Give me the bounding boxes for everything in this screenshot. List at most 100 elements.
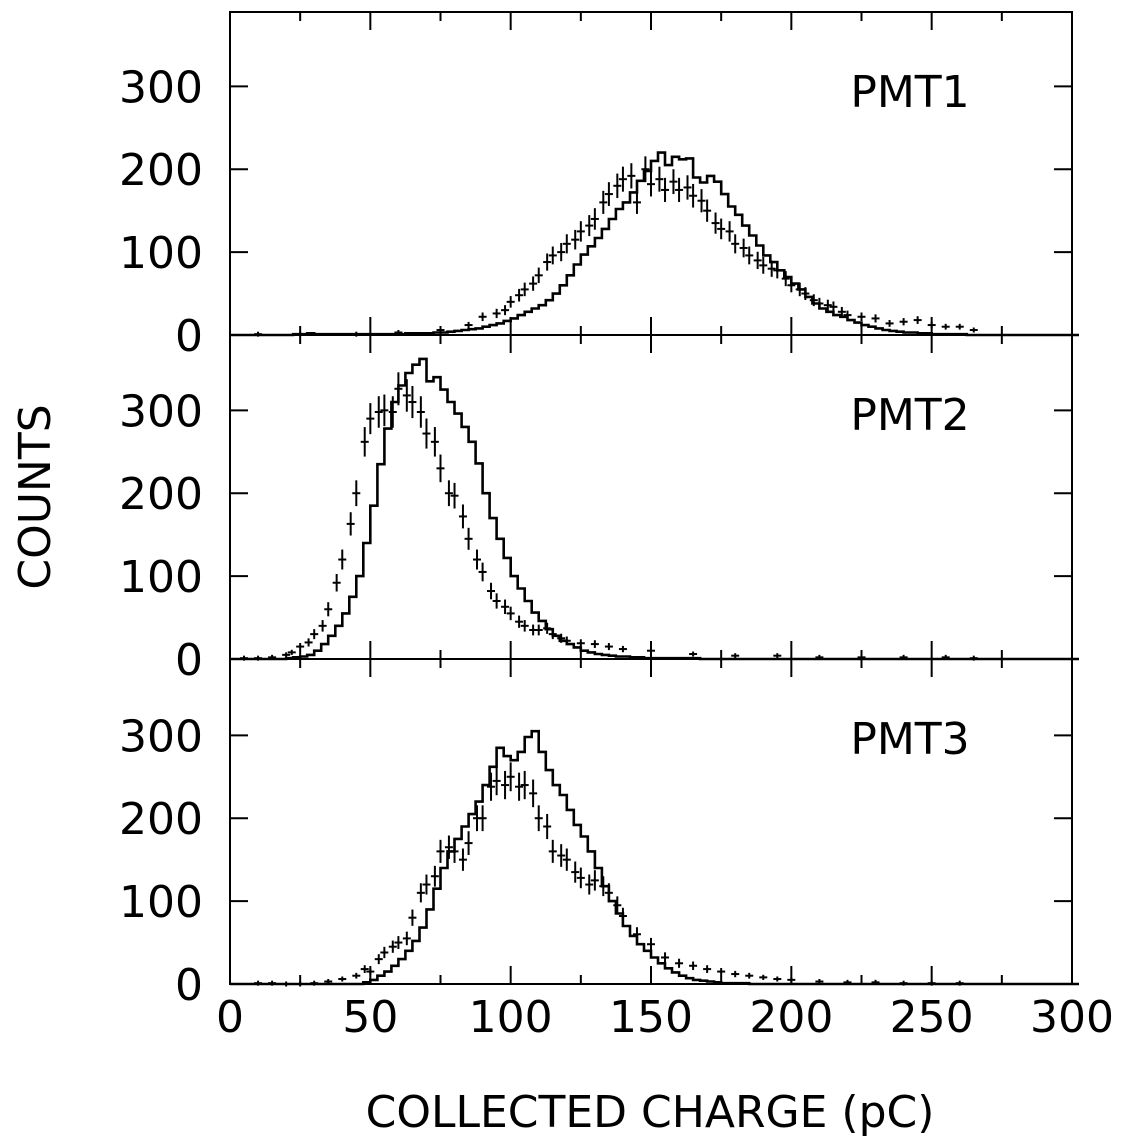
data-point	[823, 299, 832, 311]
data-point	[576, 221, 585, 242]
data-point	[562, 636, 571, 646]
data-point	[464, 321, 473, 329]
data-point	[711, 212, 720, 234]
data-point	[809, 294, 818, 307]
data-point	[585, 215, 594, 237]
data-point	[885, 319, 894, 327]
data-point	[647, 937, 655, 951]
data-point	[955, 323, 964, 330]
data-point	[647, 171, 655, 197]
data-point	[492, 593, 501, 609]
data-point	[458, 504, 467, 529]
data-point	[332, 573, 341, 592]
panel-2: 0 100 200 300 PMT2	[119, 334, 1079, 686]
data-point	[520, 620, 529, 632]
data-point	[899, 318, 908, 326]
data-point	[773, 976, 782, 982]
data-point	[360, 965, 369, 973]
data-point	[268, 980, 277, 986]
data-point	[571, 229, 580, 250]
data-point	[287, 649, 296, 655]
data-point	[618, 645, 627, 653]
data-point	[436, 839, 445, 863]
data-point	[282, 981, 291, 987]
panel-3: 0 100 200 300 PMT3	[119, 658, 1079, 1011]
data-point	[520, 770, 529, 800]
data-point	[585, 874, 594, 895]
data-point	[254, 980, 263, 986]
data-point	[955, 980, 964, 986]
panels-group: 0 100 200 300 PMT1 0 100 200 300 PMT2 0 100 200 300 PM…	[119, 11, 1079, 1011]
data-point	[745, 972, 754, 979]
data-point	[430, 865, 439, 887]
data-point	[408, 385, 417, 419]
data-point	[416, 883, 425, 903]
data-point	[388, 396, 397, 428]
data-point	[402, 931, 411, 946]
data-point	[506, 296, 515, 308]
data-point	[759, 257, 768, 274]
data-point	[430, 427, 439, 457]
data-point	[520, 282, 529, 297]
data-point	[927, 980, 936, 986]
data-point	[487, 582, 496, 600]
x-tick-label: 150	[609, 992, 693, 1043]
data-point	[604, 883, 613, 903]
data-point	[534, 267, 543, 284]
histogram-line	[230, 729, 1079, 986]
data-point	[675, 177, 684, 203]
data-point	[647, 647, 655, 654]
data-point	[548, 839, 557, 863]
data-point	[492, 308, 501, 319]
data-point	[464, 831, 473, 855]
data-point	[543, 813, 552, 840]
data-point	[661, 177, 670, 203]
data-point	[829, 301, 838, 313]
data-point	[450, 839, 459, 863]
data-point	[689, 183, 698, 208]
data-point	[304, 638, 313, 647]
data-point	[501, 770, 510, 800]
data-point	[366, 968, 375, 976]
y-tick-label: 0	[175, 311, 203, 362]
data-point	[416, 396, 425, 428]
data-point	[422, 418, 431, 449]
data-point	[697, 189, 706, 213]
data-point	[282, 652, 291, 658]
data-point	[759, 974, 768, 980]
data-point	[613, 173, 622, 199]
data-point	[618, 907, 627, 925]
y-tick-label: 100	[119, 877, 203, 928]
data-point	[515, 615, 524, 628]
y-tick-label: 300	[119, 62, 203, 113]
data-point	[478, 562, 487, 582]
data-point	[296, 981, 305, 987]
data-point	[464, 527, 473, 550]
y-tick-label: 0	[175, 960, 203, 1011]
data-point	[444, 480, 453, 507]
panel-label: PMT1	[850, 67, 969, 118]
data-point	[562, 848, 571, 871]
data-point	[318, 620, 327, 632]
data-point	[562, 234, 571, 254]
data-point	[534, 805, 543, 832]
data-point	[408, 909, 417, 926]
x-axis-title: COLLECTED CHARGE (pC)	[366, 1087, 935, 1138]
data-point	[843, 310, 852, 320]
data-point	[590, 640, 599, 648]
data-point	[548, 629, 557, 640]
data-point	[472, 549, 481, 570]
data-point	[604, 182, 613, 206]
x-tick-label: 100	[469, 992, 553, 1043]
data-point	[422, 874, 431, 895]
y-tick-label: 300	[119, 386, 203, 437]
data-point	[576, 867, 585, 889]
y-tick-label: 200	[119, 794, 203, 845]
data-point	[703, 199, 712, 222]
data-point	[731, 970, 740, 978]
data-point	[492, 766, 501, 796]
data-point	[402, 379, 411, 412]
y-tick-label: 300	[119, 711, 203, 762]
data-point	[717, 218, 726, 240]
x-tick-label: 50	[342, 992, 398, 1043]
